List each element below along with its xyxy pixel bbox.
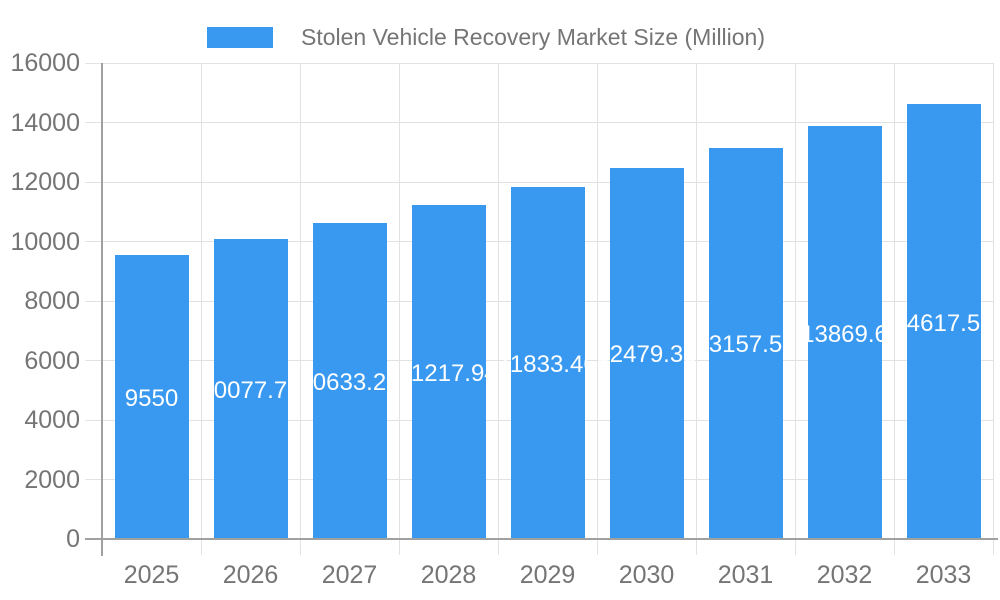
bar-value-label: 13157.55 [695,331,796,359]
x-axis-tick-label: 2029 [519,561,576,589]
x-gridline [794,63,796,555]
x-axis-tick-label: 2026 [222,561,279,589]
chart-legend[interactable]: Stolen Vehicle Recovery Market Size (Mil… [207,24,765,50]
bar-2028[interactable] [411,205,486,539]
bar-2026[interactable] [213,239,288,539]
y-axis-tick-label: 16000 [10,49,80,77]
bar-value-label: 11217.94 [399,360,498,388]
bar-2033[interactable] [906,104,981,539]
x-axis-tick-label: 2027 [321,561,378,589]
y-axis-tick-label: 4000 [24,406,80,434]
bar-2029[interactable] [510,186,585,539]
y-axis-tick-label: 12000 [10,168,80,196]
x-axis-tick-label: 2030 [618,561,675,589]
bar-value-label: 11833.46 [498,350,597,378]
bar-2027[interactable] [312,222,387,539]
x-gridline [992,63,994,555]
x-gridline [497,63,499,555]
x-gridline [398,63,400,555]
bar-value-label: 10077.75 [200,377,301,405]
x-gridline [695,63,697,555]
x-axis-tick-label: 2033 [915,561,972,589]
x-axis-tick-label: 2028 [420,561,477,589]
x-gridline [200,63,202,555]
x-gridline [299,63,301,555]
x-gridline [596,63,598,555]
bar-value-label: 13869.6 [801,320,888,348]
bar-2030[interactable] [609,167,684,539]
bar-2032[interactable] [807,126,882,539]
x-axis-tick-label: 2032 [816,561,873,589]
bar-2031[interactable] [708,147,783,539]
x-axis-baseline [85,538,998,540]
x-gridline [893,63,895,555]
y-gridline [85,122,993,123]
bar-value-label: 10633.28 [299,368,400,396]
bar-value-label: 9550 [124,384,179,412]
y-axis-tick-label: 14000 [10,108,80,137]
y-axis-tick-label: 0 [66,525,80,553]
y-gridline [85,181,993,183]
legend-swatch [207,26,273,48]
legend-label: Stolen Vehicle Recovery Market Size (Mil… [301,24,766,50]
y-gridline [85,62,993,64]
y-axis-tick-label: 8000 [24,287,80,315]
bar-value-label: 12479.38 [596,341,697,369]
y-axis-tick-label: 10000 [10,227,80,256]
bar-2025[interactable] [114,254,189,539]
x-axis-tick-label: 2025 [123,561,180,589]
y-axis-tick-label: 2000 [24,465,80,494]
y-axis-line [101,63,103,556]
bar-value-label: 14617.55 [893,309,994,337]
y-axis-tick-label: 6000 [24,346,80,375]
x-axis-tick-label: 2031 [717,561,774,589]
